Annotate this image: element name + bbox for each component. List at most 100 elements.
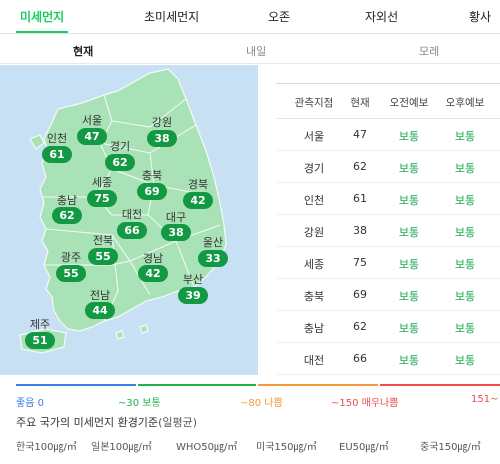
- region-label-gyeongbuk: 경북: [187, 178, 209, 191]
- region-label-daejeon: 대전: [121, 208, 143, 221]
- cell-station: 서울: [303, 130, 325, 143]
- region-label-jeonbuk: 전북: [92, 234, 114, 247]
- table-row: 인천 61 보통 보통: [276, 183, 500, 215]
- region-value-daegu[interactable]: 38: [161, 224, 191, 241]
- table-row: 경기 62 보통 보통: [276, 151, 500, 183]
- standard-china: 중국150㎍/㎥: [420, 442, 481, 453]
- cell-station: 경기: [303, 162, 325, 175]
- cell-current: 62: [353, 160, 367, 173]
- cell-current: 47: [353, 128, 367, 141]
- cell-afternoon: 보통: [454, 162, 476, 175]
- standard-who: WHO50㎍/㎥: [176, 442, 238, 453]
- tab-day-after[interactable]: 모레: [419, 45, 440, 58]
- region-value-daejeon[interactable]: 66: [117, 222, 147, 239]
- cell-station: 충남: [303, 322, 325, 335]
- region-label-gyeongnam: 경남: [142, 252, 164, 265]
- region-label-busan: 부산: [182, 273, 204, 286]
- scale-label-bad: ~80 나쁨: [240, 398, 283, 409]
- standards-subtitle: (일평균): [158, 416, 198, 429]
- cell-current: 66: [353, 352, 367, 365]
- tab-yellow-dust[interactable]: 황사: [469, 10, 492, 24]
- region-label-gwangju: 광주: [60, 251, 82, 264]
- tab-today[interactable]: 현재: [73, 45, 94, 58]
- region-label-jeju: 제주: [29, 318, 51, 331]
- region-label-jeonnam: 전남: [89, 289, 111, 302]
- col-station: 관측지점: [294, 97, 334, 109]
- station-table: 관측지점 현재 오전예보 오후예보 서울 47 보통 보통 경기 62 보통 보통 인천 61 보통…: [276, 83, 500, 375]
- cell-morning: 보통: [398, 130, 420, 143]
- cell-morning: 보통: [398, 290, 420, 303]
- region-label-daegu: 대구: [165, 211, 187, 224]
- region-label-gangwon: 강원: [151, 116, 173, 129]
- standards-title: 주요 국가의 미세먼지 환경기준(일평균): [16, 414, 197, 430]
- region-value-incheon[interactable]: 61: [42, 146, 72, 163]
- region-label-sejong: 세종: [91, 176, 113, 189]
- tab-pm10[interactable]: 미세먼지: [20, 10, 65, 24]
- cell-afternoon: 보통: [454, 354, 476, 367]
- region-value-gyeonggi[interactable]: 62: [105, 154, 135, 171]
- table-row: 세종 75 보통 보통: [276, 247, 500, 279]
- table-row: 충북 69 보통 보통: [276, 279, 500, 311]
- scale-label-good: 좋음 0: [16, 398, 44, 409]
- region-value-gangwon[interactable]: 38: [147, 130, 177, 147]
- cell-morning: 보통: [398, 258, 420, 271]
- cell-afternoon: 보통: [454, 290, 476, 303]
- region-value-gyeongbuk[interactable]: 42: [183, 192, 213, 209]
- standards-list: 한국100㎍/㎥ 일본100㎍/㎥ WHO50㎍/㎥ 미국150㎍/㎥ EU50…: [16, 438, 500, 458]
- cell-station: 인천: [303, 194, 325, 207]
- standard-eu: EU50㎍/㎥: [339, 442, 389, 453]
- region-value-sejong[interactable]: 75: [87, 190, 117, 207]
- region-label-incheon: 인천: [46, 132, 68, 145]
- cell-afternoon: 보통: [454, 258, 476, 271]
- region-value-busan[interactable]: 39: [178, 287, 208, 304]
- standard-korea: 한국100㎍/㎥: [16, 442, 77, 453]
- tab-tomorrow[interactable]: 내일: [246, 45, 267, 58]
- region-value-jeonnam[interactable]: 44: [85, 302, 115, 319]
- region-value-chungbuk[interactable]: 69: [137, 183, 167, 200]
- col-morning: 오전예보: [389, 97, 429, 109]
- cell-afternoon: 보통: [454, 226, 476, 239]
- table-row: 서울 47 보통 보통: [276, 119, 500, 151]
- korea-map: 서울 47 강원 38 인천 61 경기 62 세종 75 충북 69 경북 4…: [0, 65, 258, 375]
- region-label-chungnam: 충남: [56, 194, 78, 207]
- table-row: 강원 38 보통 보통: [276, 215, 500, 247]
- region-value-ulsan[interactable]: 33: [198, 250, 228, 267]
- region-value-gwangju[interactable]: 55: [56, 265, 86, 282]
- region-label-gyeonggi: 경기: [109, 140, 131, 153]
- region-value-jeonbuk[interactable]: 55: [88, 248, 118, 265]
- standard-japan: 일본100㎍/㎥: [91, 442, 152, 453]
- table-row: 충남 62 보통 보통: [276, 311, 500, 343]
- cell-current: 69: [353, 288, 367, 301]
- cell-afternoon: 보통: [454, 130, 476, 143]
- cell-afternoon: 보통: [454, 194, 476, 207]
- table-header: 관측지점 현재 오전예보 오후예보: [276, 83, 500, 119]
- cell-morning: 보통: [398, 354, 420, 367]
- scale-label-hazard: 151~: [471, 394, 499, 405]
- tab-uv[interactable]: 자외선: [365, 10, 399, 24]
- scale-seg-normal: [138, 384, 256, 386]
- region-label-chungbuk: 충북: [141, 169, 163, 182]
- day-tab-bar: 현재 내일 모레: [0, 34, 500, 64]
- cell-station: 강원: [303, 226, 325, 239]
- region-value-gyeongnam[interactable]: 42: [138, 265, 168, 282]
- tab-pm25[interactable]: 초미세먼지: [144, 10, 200, 24]
- scale-seg-bad: [258, 384, 378, 386]
- cell-current: 61: [353, 192, 367, 205]
- cell-morning: 보통: [398, 226, 420, 239]
- tab-ozone[interactable]: 오존: [268, 10, 291, 24]
- scale-seg-good: [16, 384, 136, 386]
- region-value-seoul[interactable]: 47: [77, 128, 107, 145]
- scale-seg-very-bad: [380, 384, 500, 386]
- region-value-jeju[interactable]: 51: [25, 332, 55, 349]
- cell-station: 대전: [303, 354, 325, 367]
- standards-title-text: 주요 국가의 미세먼지 환경기준: [16, 416, 159, 429]
- cell-station: 충북: [303, 290, 325, 303]
- region-value-chungnam[interactable]: 62: [52, 207, 82, 224]
- region-label-ulsan: 울산: [202, 236, 224, 249]
- region-label-seoul: 서울: [81, 114, 103, 127]
- main-tab-bar: 미세먼지 초미세먼지 오존 자외선 황사: [0, 0, 500, 34]
- cell-current: 75: [353, 256, 367, 269]
- cell-current: 62: [353, 320, 367, 333]
- active-tab-indicator: [16, 31, 68, 33]
- scale-label-very-bad: ~150 매우나쁨: [331, 398, 399, 409]
